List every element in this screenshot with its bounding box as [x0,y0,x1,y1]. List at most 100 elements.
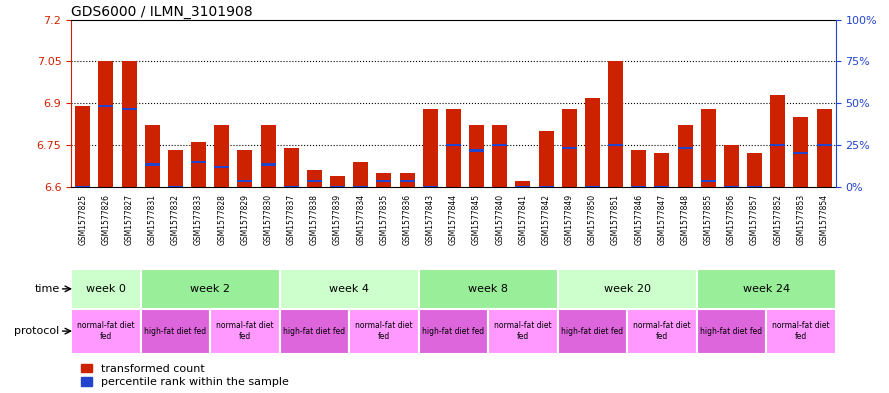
Bar [608,144,623,146]
Bar [191,160,206,163]
Bar [747,185,762,188]
Bar [122,61,137,187]
Bar [145,163,160,165]
Bar [284,185,299,188]
Bar [631,151,646,187]
Bar [422,109,437,187]
Bar [701,109,716,187]
Bar [469,149,485,152]
Bar [585,185,600,188]
Text: high-fat diet fed: high-fat diet fed [561,327,623,336]
Text: high-fat diet fed: high-fat diet fed [701,327,763,336]
Bar [627,309,697,354]
Bar [493,125,508,187]
Bar [99,61,114,187]
Bar [539,131,554,187]
Bar [419,269,557,309]
Legend: transformed count, percentile rank within the sample: transformed count, percentile rank withi… [76,359,293,392]
Bar [376,173,391,187]
Bar [210,309,280,354]
Bar [280,309,349,354]
Bar [140,309,210,354]
Text: GDS6000 / ILMN_3101908: GDS6000 / ILMN_3101908 [71,5,252,18]
Bar [446,109,461,187]
Text: normal-fat diet
fed: normal-fat diet fed [355,321,412,341]
Bar [766,309,836,354]
Bar [168,185,183,188]
Text: normal-fat diet
fed: normal-fat diet fed [494,321,552,341]
Text: week 24: week 24 [742,284,789,294]
Bar [697,309,766,354]
Text: high-fat diet fed: high-fat diet fed [422,327,485,336]
Bar [747,153,762,187]
Bar [488,309,557,354]
Bar [562,147,577,149]
Bar [122,108,137,110]
Bar [654,185,669,188]
Text: week 8: week 8 [469,284,509,294]
Bar [376,180,391,182]
Bar [307,170,322,187]
Bar [71,269,140,309]
Bar [793,117,808,187]
Bar [817,109,831,187]
Text: normal-fat diet
fed: normal-fat diet fed [216,321,274,341]
Bar [562,109,577,187]
Bar [307,180,322,182]
Bar [168,151,183,187]
Bar [399,180,414,182]
Bar [631,185,646,188]
Bar [214,125,229,187]
Bar [724,145,739,187]
Bar [493,144,508,146]
Bar [260,125,276,187]
Bar [99,105,114,107]
Text: week 0: week 0 [86,284,126,294]
Bar [145,125,160,187]
Bar [697,269,836,309]
Bar [677,125,693,187]
Bar [793,152,808,154]
Bar [76,185,91,188]
Bar [140,269,280,309]
Bar [284,148,299,187]
Bar [516,185,531,188]
Bar [585,97,600,187]
Bar [71,309,140,354]
Text: normal-fat diet
fed: normal-fat diet fed [77,321,135,341]
Bar [770,95,785,187]
Bar [191,142,206,187]
Bar [353,185,368,188]
Text: normal-fat diet
fed: normal-fat diet fed [633,321,691,341]
Bar [770,144,785,146]
Bar [817,144,831,146]
Bar [330,185,345,188]
Bar [516,181,531,187]
Bar [399,173,414,187]
Bar [469,125,485,187]
Text: protocol: protocol [14,326,60,336]
Bar [349,309,419,354]
Bar [701,180,716,182]
Text: normal-fat diet
fed: normal-fat diet fed [772,321,829,341]
Bar [557,309,627,354]
Bar [539,185,554,188]
Bar [446,144,461,146]
Text: week 4: week 4 [329,284,369,294]
Bar [677,147,693,149]
Bar [237,151,252,187]
Bar [330,176,345,187]
Bar [237,180,252,182]
Text: week 2: week 2 [190,284,230,294]
Bar [419,309,488,354]
Bar [557,269,697,309]
Bar [214,166,229,168]
Bar [422,185,437,188]
Bar [353,162,368,187]
Text: high-fat diet fed: high-fat diet fed [284,327,346,336]
Bar [608,61,623,187]
Bar [724,185,739,188]
Text: week 20: week 20 [604,284,651,294]
Text: time: time [35,284,60,294]
Bar [280,269,419,309]
